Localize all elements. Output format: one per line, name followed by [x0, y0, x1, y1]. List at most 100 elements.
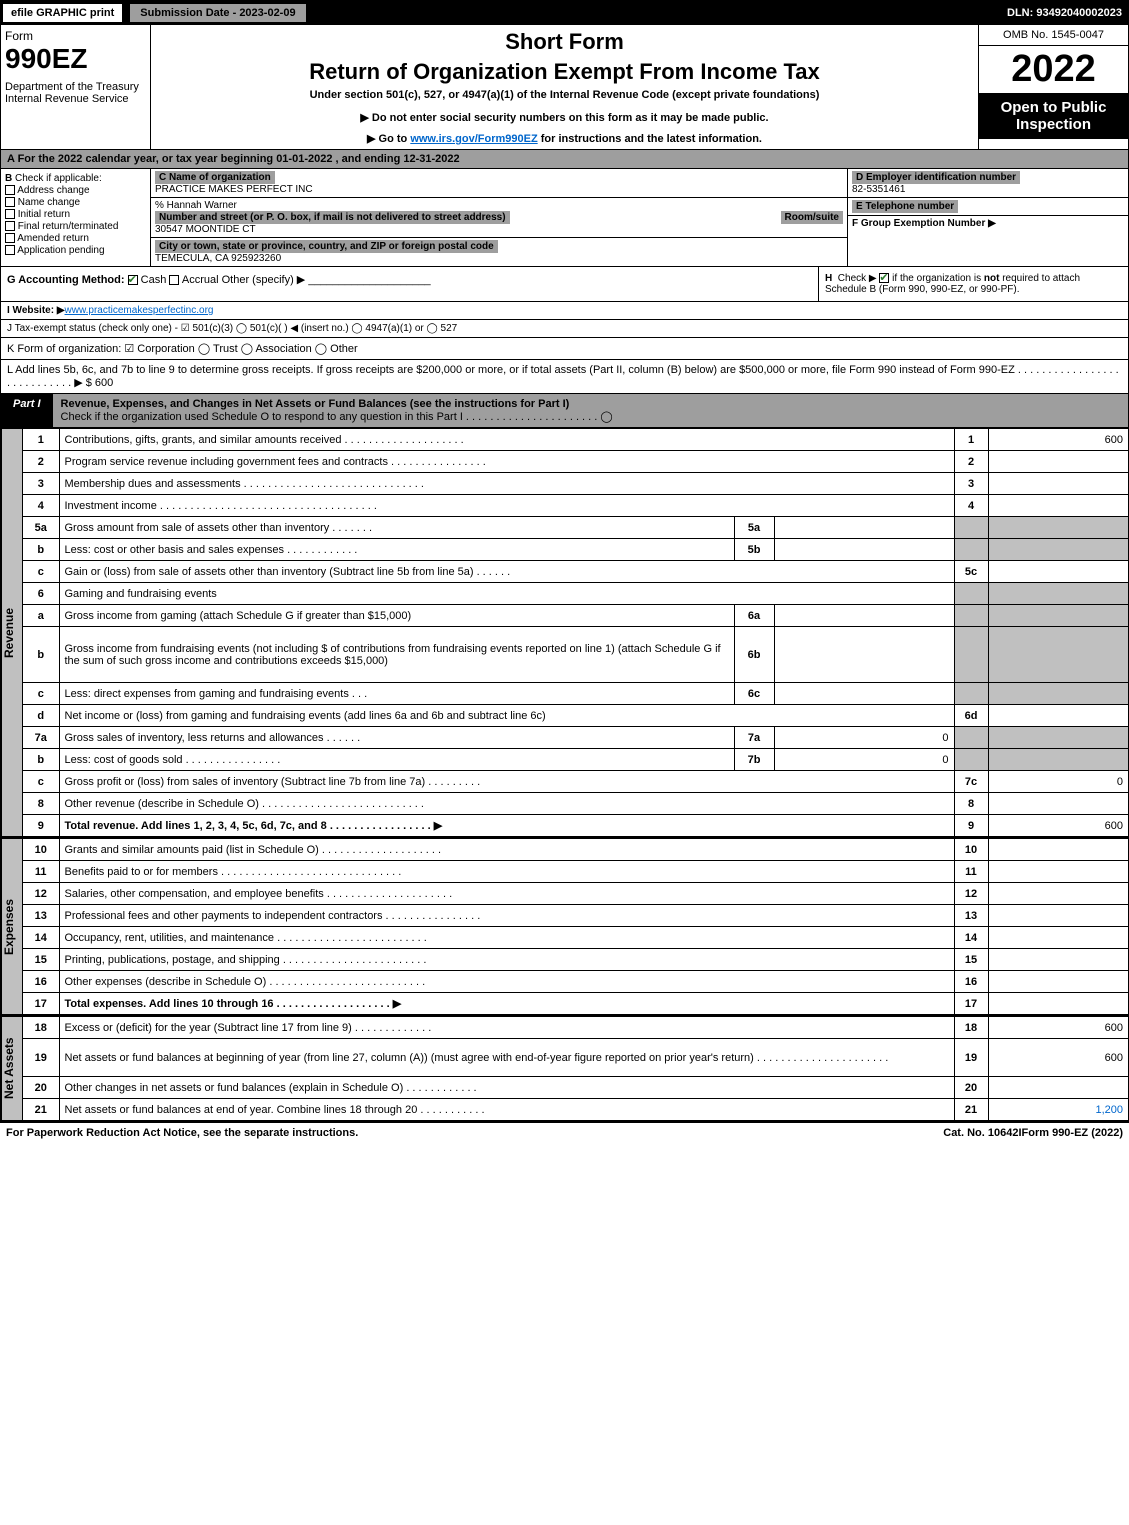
net-assets-section: Net Assets 18Excess or (deficit) for the…	[1, 1016, 1128, 1122]
accounting-method: G Accounting Method: Cash Accrual Other …	[1, 267, 818, 301]
row-a-tax-year: A For the 2022 calendar year, or tax yea…	[1, 150, 1128, 169]
city-state-zip: TEMECULA, CA 925923260	[155, 253, 281, 264]
line-6a: aGross income from gaming (attach Schedu…	[23, 605, 1128, 627]
header-row: Form 990EZ Department of the Treasury In…	[1, 25, 1128, 150]
line-7b: bLess: cost of goods sold . . . . . . . …	[23, 749, 1128, 771]
checkbox-schedule-b[interactable]	[879, 273, 889, 283]
footer: For Paperwork Reduction Act Notice, see …	[0, 1123, 1129, 1143]
row-k-org-form: K Form of organization: ☑ Corporation ◯ …	[1, 338, 1128, 360]
care-of-row: % Hannah Warner Number and street (or P.…	[151, 198, 847, 238]
checkbox-initial-return[interactable]: Initial return	[5, 209, 146, 220]
line-10: 10Grants and similar amounts paid (list …	[23, 839, 1128, 861]
no-ssn-text: ▶ Do not enter social security numbers o…	[161, 111, 968, 124]
part1-title: Revenue, Expenses, and Changes in Net As…	[53, 394, 1128, 427]
expenses-section: Expenses 10Grants and similar amounts pa…	[1, 838, 1128, 1016]
line-18: 18Excess or (deficit) for the year (Subt…	[23, 1017, 1128, 1039]
line-5c: cGain or (loss) from sale of assets othe…	[23, 561, 1128, 583]
ein-value: 82-5351461	[852, 184, 905, 195]
line-1: 1Contributions, gifts, grants, and simil…	[23, 429, 1128, 451]
city-label: City or town, state or province, country…	[155, 240, 498, 253]
part1-header: Part I Revenue, Expenses, and Changes in…	[1, 394, 1128, 428]
checkbox-amended-return[interactable]: Amended return	[5, 233, 146, 244]
revenue-table: 1Contributions, gifts, grants, and simil…	[23, 428, 1128, 837]
b-label: B	[5, 173, 12, 184]
return-title: Return of Organization Exempt From Incom…	[161, 59, 968, 85]
line-14: 14Occupancy, rent, utilities, and mainte…	[23, 927, 1128, 949]
department-label: Department of the Treasury Internal Reve…	[5, 81, 146, 105]
omb-number: OMB No. 1545-0047	[979, 25, 1128, 46]
irs-link[interactable]: www.irs.gov/Form990EZ	[410, 133, 537, 145]
column-c: C Name of organization PRACTICE MAKES PE…	[151, 169, 848, 266]
form-number: 990EZ	[5, 43, 146, 75]
goto-text: ▶ Go to www.irs.gov/Form990EZ for instru…	[161, 132, 968, 145]
row-l-gross-receipts: L Add lines 5b, 6c, and 7b to line 9 to …	[1, 360, 1128, 394]
line-3: 3Membership dues and assessments . . . .…	[23, 473, 1128, 495]
efile-print-button[interactable]: efile GRAPHIC print	[1, 2, 124, 24]
line-7c: cGross profit or (loss) from sales of in…	[23, 771, 1128, 793]
part1-label: Part I	[1, 394, 53, 427]
net-assets-table: 18Excess or (deficit) for the year (Subt…	[23, 1016, 1128, 1121]
line-5b: bLess: cost or other basis and sales exp…	[23, 539, 1128, 561]
line-13: 13Professional fees and other payments t…	[23, 905, 1128, 927]
net-assets-side-label: Net Assets	[1, 1016, 23, 1121]
submission-date: Submission Date - 2023-02-09	[128, 2, 307, 24]
header-left: Form 990EZ Department of the Treasury In…	[1, 25, 151, 149]
checkbox-cash[interactable]	[128, 275, 138, 285]
line-2: 2Program service revenue including gover…	[23, 451, 1128, 473]
footer-catalog-number: Cat. No. 10642I	[943, 1127, 1021, 1139]
column-d-e-f: D Employer identification number 82-5351…	[848, 169, 1128, 266]
line-16: 16Other expenses (describe in Schedule O…	[23, 971, 1128, 993]
line-17: 17Total expenses. Add lines 10 through 1…	[23, 993, 1128, 1015]
expenses-side-label: Expenses	[1, 838, 23, 1015]
section-b-c-d: B Check if applicable: Address change Na…	[1, 169, 1128, 267]
line-6d: dNet income or (loss) from gaming and fu…	[23, 705, 1128, 727]
line-6b: bGross income from fundraising events (n…	[23, 627, 1128, 683]
e-telephone-label: E Telephone number	[852, 200, 958, 213]
under-section-text: Under section 501(c), 527, or 4947(a)(1)…	[161, 89, 968, 101]
header-right: OMB No. 1545-0047 2022 Open to Public In…	[978, 25, 1128, 149]
footer-form-version: Form 990-EZ (2022)	[1022, 1127, 1123, 1139]
row-i-website: I Website: ▶www.practicemakesperfectinc.…	[1, 302, 1128, 320]
revenue-side-label: Revenue	[1, 428, 23, 837]
line-11: 11Benefits paid to or for members . . . …	[23, 861, 1128, 883]
line-6c: cLess: direct expenses from gaming and f…	[23, 683, 1128, 705]
top-bar: efile GRAPHIC print Submission Date - 20…	[1, 1, 1128, 25]
website-link[interactable]: www.practicemakesperfectinc.org	[65, 305, 214, 316]
line-5a: 5aGross amount from sale of assets other…	[23, 517, 1128, 539]
expenses-table: 10Grants and similar amounts paid (list …	[23, 838, 1128, 1015]
line-4: 4Investment income . . . . . . . . . . .…	[23, 495, 1128, 517]
checkbox-address-change[interactable]: Address change	[5, 185, 146, 196]
row-g-h: G Accounting Method: Cash Accrual Other …	[1, 267, 1128, 302]
street-address: 30547 MOONTIDE CT	[155, 224, 256, 235]
check-if-applicable: Check if applicable:	[15, 173, 102, 184]
form-label: Form	[5, 29, 146, 43]
row-j-tax-exempt: J Tax-exempt status (check only one) - ☑…	[1, 320, 1128, 338]
tax-year: 2022	[979, 46, 1128, 93]
checkbox-final-return[interactable]: Final return/terminated	[5, 221, 146, 232]
form-990ez-page: efile GRAPHIC print Submission Date - 20…	[0, 0, 1129, 1123]
h-schedule-b: H Check ▶ if the organization is not req…	[818, 267, 1128, 301]
line-21: 21Net assets or fund balances at end of …	[23, 1099, 1128, 1121]
room-suite-label: Room/suite	[781, 211, 843, 224]
line-6: 6Gaming and fundraising events	[23, 583, 1128, 605]
f-group-exemption-label: F Group Exemption Number ▶	[852, 218, 996, 229]
org-name: PRACTICE MAKES PERFECT INC	[155, 184, 313, 195]
column-b: B Check if applicable: Address change Na…	[1, 169, 151, 266]
line-7a: 7aGross sales of inventory, less returns…	[23, 727, 1128, 749]
checkbox-application-pending[interactable]: Application pending	[5, 245, 146, 256]
open-public-inspection: Open to Public Inspection	[979, 93, 1128, 139]
line-15: 15Printing, publications, postage, and s…	[23, 949, 1128, 971]
line-9: 9Total revenue. Add lines 1, 2, 3, 4, 5c…	[23, 815, 1128, 837]
revenue-section: Revenue 1Contributions, gifts, grants, a…	[1, 428, 1128, 838]
footer-paperwork-notice: For Paperwork Reduction Act Notice, see …	[6, 1127, 943, 1139]
d-ein-label: D Employer identification number	[852, 171, 1020, 184]
checkbox-name-change[interactable]: Name change	[5, 197, 146, 208]
line-19: 19Net assets or fund balances at beginni…	[23, 1039, 1128, 1077]
line-8: 8Other revenue (describe in Schedule O) …	[23, 793, 1128, 815]
header-center: Short Form Return of Organization Exempt…	[151, 25, 978, 149]
checkbox-accrual[interactable]	[169, 275, 179, 285]
street-label: Number and street (or P. O. box, if mail…	[155, 211, 510, 224]
short-form-title: Short Form	[161, 29, 968, 55]
line-20: 20Other changes in net assets or fund ba…	[23, 1077, 1128, 1099]
line-12: 12Salaries, other compensation, and empl…	[23, 883, 1128, 905]
